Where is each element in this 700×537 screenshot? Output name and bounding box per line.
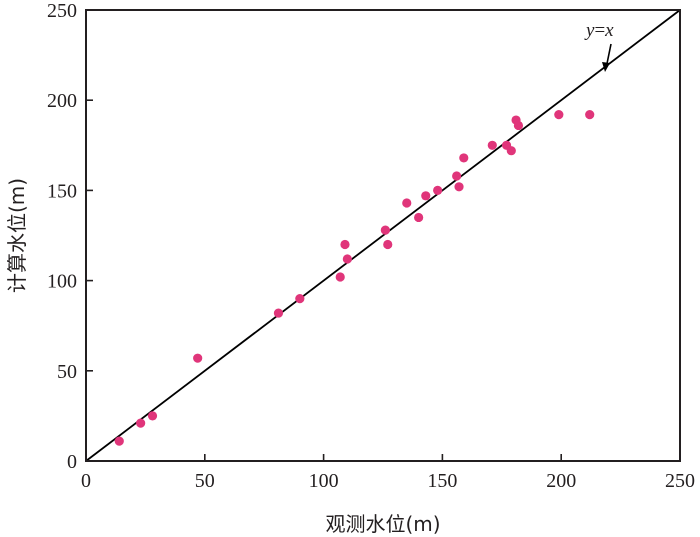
data-point [340, 239, 350, 250]
data-point [335, 272, 345, 282]
data-point [454, 182, 464, 192]
data-point [414, 212, 424, 223]
annotation-arrowhead [602, 62, 610, 72]
data-point [421, 191, 431, 201]
data-point [487, 140, 497, 150]
data-point [459, 153, 469, 163]
y-tick-label: 100 [47, 271, 77, 293]
reference-line-annotation: y=x [584, 20, 614, 72]
plot-frame [85, 9, 681, 462]
data-point [193, 353, 203, 363]
data-point [506, 146, 516, 156]
data-point [114, 436, 124, 446]
y-axis-title: 计算水位(m) [5, 178, 29, 293]
x-tick-label: 50 [195, 470, 215, 492]
x-axis-ticks: 0 50 100 150 200 250 [81, 454, 695, 492]
data-point [452, 171, 462, 181]
data-point [380, 225, 390, 235]
annotation-arrow [605, 43, 612, 67]
reference-line-label: y=x [584, 20, 614, 41]
x-tick-label: 150 [427, 470, 457, 492]
data-point [383, 239, 393, 250]
data-points [114, 110, 595, 446]
data-point [295, 294, 305, 304]
y-tick-label: 150 [47, 180, 77, 202]
data-point [554, 110, 564, 120]
data-point [342, 254, 352, 264]
data-point [136, 418, 146, 428]
plot-area: y=x [85, 9, 681, 462]
x-tick-label: 100 [309, 470, 339, 492]
y-axis-ticks: 0 50 100 150 200 250 [47, 0, 93, 473]
y-tick-label: 0 [67, 451, 77, 473]
data-point [273, 308, 284, 318]
x-axis-title: 观测水位(m) [325, 512, 440, 536]
data-point [402, 198, 412, 208]
data-point [147, 411, 158, 421]
data-point [513, 120, 524, 131]
y-tick-label: 250 [47, 0, 77, 22]
data-point [433, 185, 443, 195]
reference-line-y-equals-x [85, 9, 681, 462]
y-tick-label: 200 [47, 90, 77, 112]
x-tick-label: 200 [546, 470, 576, 492]
x-tick-label: 250 [665, 470, 695, 492]
data-point [585, 110, 595, 120]
y-tick-label: 50 [57, 361, 77, 383]
x-tick-label: 0 [81, 470, 91, 492]
